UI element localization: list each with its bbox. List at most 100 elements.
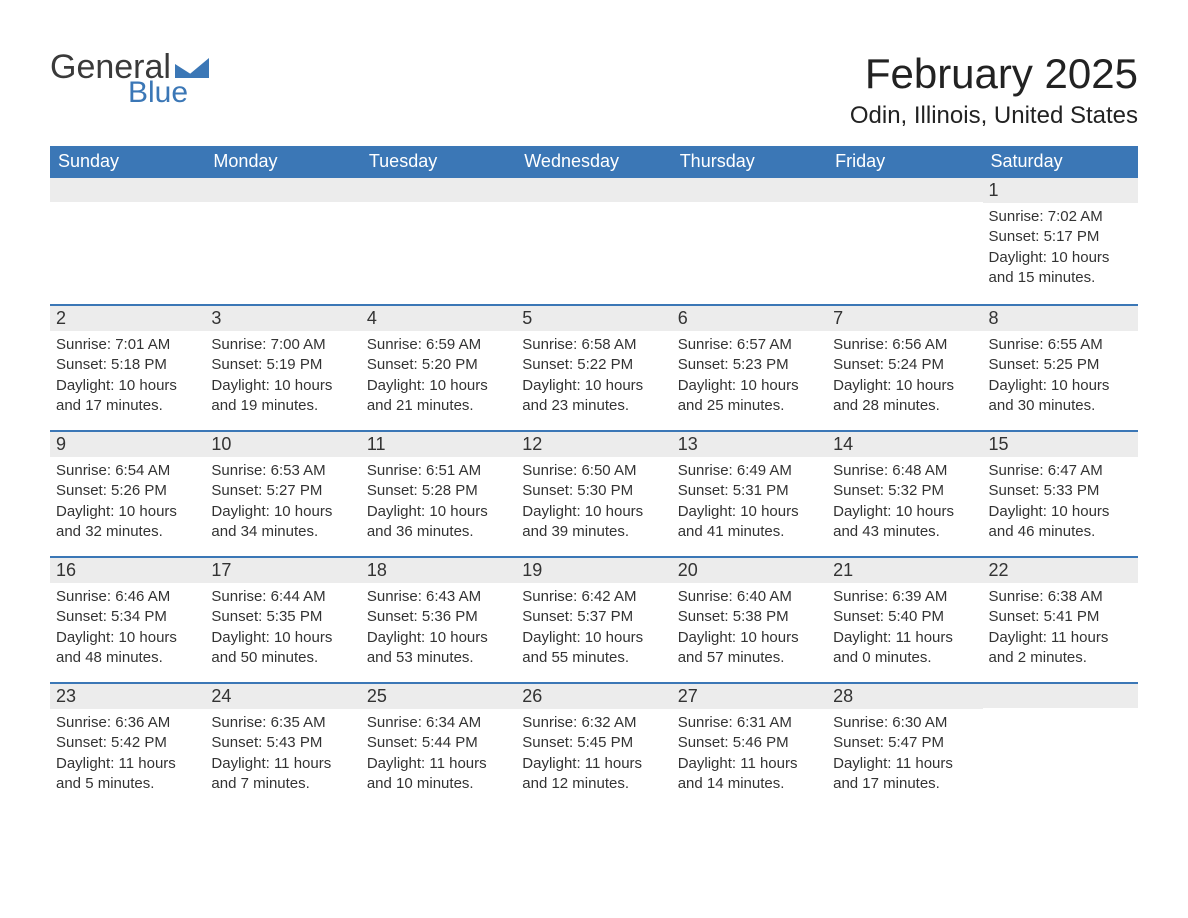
weekday-header: Wednesday — [516, 146, 671, 178]
day-details: Sunrise: 6:48 AMSunset: 5:32 PMDaylight:… — [829, 461, 976, 542]
day-cell — [361, 178, 516, 304]
day-cell: 13 Sunrise: 6:49 AMSunset: 5:31 PMDayligh… — [672, 432, 827, 556]
empty-day-band — [672, 178, 827, 202]
day-details: Sunrise: 6:51 AMSunset: 5:28 PMDaylight:… — [363, 461, 510, 542]
day-cell: 9Sunrise: 6:54 AMSunset: 5:26 PMDaylight… — [50, 432, 205, 556]
day-details: Sunrise: 7:01 AMSunset: 5:18 PMDaylight:… — [52, 335, 199, 416]
brand-logo: General Blue — [50, 50, 209, 108]
day-details: Sunrise: 6:30 AMSunset: 5:47 PMDaylight:… — [829, 713, 976, 794]
day-number: 18 — [361, 558, 516, 583]
empty-day-band — [361, 178, 516, 202]
day-number: 5 — [516, 306, 671, 331]
day-details: Sunrise: 6:31 AMSunset: 5:46 PMDaylight:… — [674, 713, 821, 794]
day-cell: 25 Sunrise: 6:34 AMSunset: 5:44 PMDayligh… — [361, 684, 516, 808]
day-cell: 4Sunrise: 6:59 AMSunset: 5:20 PMDaylight… — [361, 306, 516, 430]
day-number: 14 — [827, 432, 982, 457]
day-details: Sunrise: 6:34 AMSunset: 5:44 PMDaylight:… — [363, 713, 510, 794]
day-cell — [983, 684, 1138, 808]
day-cell: 17 Sunrise: 6:44 AMSunset: 5:35 PMDayligh… — [205, 558, 360, 682]
week-row: 23 Sunrise: 6:36 AMSunset: 5:42 PMDayligh… — [50, 682, 1138, 808]
empty-day-band — [827, 178, 982, 202]
day-number: 20 — [672, 558, 827, 583]
day-details: Sunrise: 7:00 AMSunset: 5:19 PMDaylight:… — [207, 335, 354, 416]
day-cell — [827, 178, 982, 304]
day-details: Sunrise: 7:02 AMSunset: 5:17 PMDaylight:… — [985, 207, 1132, 288]
day-cell — [672, 178, 827, 304]
day-details: Sunrise: 6:57 AMSunset: 5:23 PMDaylight:… — [674, 335, 821, 416]
day-details: Sunrise: 6:46 AMSunset: 5:34 PMDaylight:… — [52, 587, 199, 668]
day-details: Sunrise: 6:53 AMSunset: 5:27 PMDaylight:… — [207, 461, 354, 542]
day-number: 6 — [672, 306, 827, 331]
day-cell: 11Sunrise: 6:51 AMSunset: 5:28 PMDayligh… — [361, 432, 516, 556]
header: General Blue February 2025 Odin, Illinoi… — [50, 50, 1138, 140]
day-cell: 20 Sunrise: 6:40 AMSunset: 5:38 PMDayligh… — [672, 558, 827, 682]
week-row: 16 Sunrise: 6:46 AMSunset: 5:34 PMDayligh… — [50, 556, 1138, 682]
day-cell: 5 Sunrise: 6:58 AMSunset: 5:22 PMDaylight… — [516, 306, 671, 430]
week-row: 2 Sunrise: 7:01 AMSunset: 5:18 PMDaylight… — [50, 304, 1138, 430]
weekday-header: Friday — [827, 146, 982, 178]
day-cell: 6 Sunrise: 6:57 AMSunset: 5:23 PMDaylight… — [672, 306, 827, 430]
weekday-header-row: SundayMondayTuesdayWednesdayThursdayFrid… — [50, 146, 1138, 178]
title-block: February 2025 Odin, Illinois, United Sta… — [850, 50, 1138, 140]
day-cell: 19Sunrise: 6:42 AMSunset: 5:37 PMDayligh… — [516, 558, 671, 682]
day-cell: 16 Sunrise: 6:46 AMSunset: 5:34 PMDayligh… — [50, 558, 205, 682]
location-subtitle: Odin, Illinois, United States — [850, 102, 1138, 130]
day-cell: 23 Sunrise: 6:36 AMSunset: 5:42 PMDayligh… — [50, 684, 205, 808]
day-number: 7 — [827, 306, 982, 331]
day-number: 2 — [50, 306, 205, 331]
day-details: Sunrise: 6:40 AMSunset: 5:38 PMDaylight:… — [674, 587, 821, 668]
day-cell: 21Sunrise: 6:39 AMSunset: 5:40 PMDayligh… — [827, 558, 982, 682]
day-details: Sunrise: 6:58 AMSunset: 5:22 PMDaylight:… — [518, 335, 665, 416]
flag-icon — [175, 56, 209, 78]
day-number: 28 — [827, 684, 982, 709]
day-number: 24 — [205, 684, 360, 709]
day-cell: 8 Sunrise: 6:55 AMSunset: 5:25 PMDaylight… — [983, 306, 1138, 430]
day-cell: 24Sunrise: 6:35 AMSunset: 5:43 PMDayligh… — [205, 684, 360, 808]
day-number: 1 — [983, 178, 1138, 203]
weekday-header: Thursday — [672, 146, 827, 178]
day-details: Sunrise: 6:44 AMSunset: 5:35 PMDaylight:… — [207, 587, 354, 668]
day-number: 15 — [983, 432, 1138, 457]
day-cell: 1 Sunrise: 7:02 AMSunset: 5:17 PMDaylight… — [983, 178, 1138, 304]
day-cell: 22Sunrise: 6:38 AMSunset: 5:41 PMDayligh… — [983, 558, 1138, 682]
day-details: Sunrise: 6:50 AMSunset: 5:30 PMDaylight:… — [518, 461, 665, 542]
day-number: 4 — [361, 306, 516, 331]
day-details: Sunrise: 6:54 AMSunset: 5:26 PMDaylight:… — [52, 461, 199, 542]
day-cell — [205, 178, 360, 304]
weekday-header: Saturday — [983, 146, 1138, 178]
day-cell: 26Sunrise: 6:32 AMSunset: 5:45 PMDayligh… — [516, 684, 671, 808]
day-number: 12 — [516, 432, 671, 457]
empty-day-band — [516, 178, 671, 202]
weekday-header: Monday — [205, 146, 360, 178]
day-number: 16 — [50, 558, 205, 583]
day-details: Sunrise: 6:36 AMSunset: 5:42 PMDaylight:… — [52, 713, 199, 794]
empty-day-band — [50, 178, 205, 202]
week-row: 1 Sunrise: 7:02 AMSunset: 5:17 PMDaylight… — [50, 178, 1138, 304]
day-number: 25 — [361, 684, 516, 709]
calendar-grid: SundayMondayTuesdayWednesdayThursdayFrid… — [50, 146, 1138, 808]
day-details: Sunrise: 6:43 AMSunset: 5:36 PMDaylight:… — [363, 587, 510, 668]
day-cell: 3 Sunrise: 7:00 AMSunset: 5:19 PMDaylight… — [205, 306, 360, 430]
day-number: 17 — [205, 558, 360, 583]
brand-word2: Blue — [128, 78, 209, 108]
day-details: Sunrise: 6:49 AMSunset: 5:31 PMDaylight:… — [674, 461, 821, 542]
day-details: Sunrise: 6:56 AMSunset: 5:24 PMDaylight:… — [829, 335, 976, 416]
day-number: 3 — [205, 306, 360, 331]
weekday-header: Tuesday — [361, 146, 516, 178]
day-number: 8 — [983, 306, 1138, 331]
day-number: 26 — [516, 684, 671, 709]
day-details: Sunrise: 6:55 AMSunset: 5:25 PMDaylight:… — [985, 335, 1132, 416]
day-number: 10 — [205, 432, 360, 457]
day-cell — [50, 178, 205, 304]
day-cell: 14 Sunrise: 6:48 AMSunset: 5:32 PMDayligh… — [827, 432, 982, 556]
day-cell: 28 Sunrise: 6:30 AMSunset: 5:47 PMDayligh… — [827, 684, 982, 808]
day-cell: 10 Sunrise: 6:53 AMSunset: 5:27 PMDayligh… — [205, 432, 360, 556]
day-number: 22 — [983, 558, 1138, 583]
day-number: 13 — [672, 432, 827, 457]
day-number: 23 — [50, 684, 205, 709]
day-cell — [516, 178, 671, 304]
day-details: Sunrise: 6:47 AMSunset: 5:33 PMDaylight:… — [985, 461, 1132, 542]
day-cell: 18 Sunrise: 6:43 AMSunset: 5:36 PMDayligh… — [361, 558, 516, 682]
empty-day-band — [983, 684, 1138, 708]
day-cell: 2 Sunrise: 7:01 AMSunset: 5:18 PMDaylight… — [50, 306, 205, 430]
